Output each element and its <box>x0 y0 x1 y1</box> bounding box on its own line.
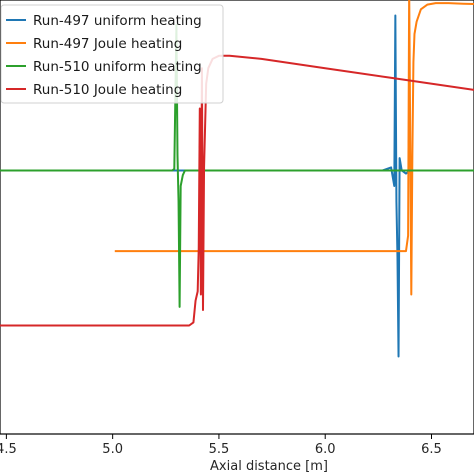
x-tick-label-0: 4.5 <box>0 442 17 457</box>
x-tick-label-2: 5.5 <box>209 442 230 457</box>
x-axis: 4.5 5.0 5.5 6.0 6.5 <box>0 434 442 457</box>
x-tick-label-4: 6.5 <box>421 442 442 457</box>
series-layer <box>0 0 474 358</box>
x-tick-label-1: 5.0 <box>102 442 123 457</box>
legend-label-4: Run-510 Joule heating <box>33 82 182 98</box>
series-line-3 <box>0 23 474 308</box>
series-line-4 <box>0 54 474 327</box>
legend-label-3: Run-510 uniform heating <box>33 59 202 75</box>
legend-label-1: Run-497 uniform heating <box>33 13 202 29</box>
series-line-2 <box>114 0 474 296</box>
legend-box <box>0 4 224 104</box>
x-axis-label: Axial distance [m] <box>210 459 328 474</box>
legend-label-2: Run-497 Joule heating <box>33 36 182 52</box>
x-tick-label-3: 6.0 <box>315 442 336 457</box>
series-line-1 <box>0 14 474 358</box>
legend: Run-497 uniform heating Run-497 Joule hea… <box>0 4 224 104</box>
